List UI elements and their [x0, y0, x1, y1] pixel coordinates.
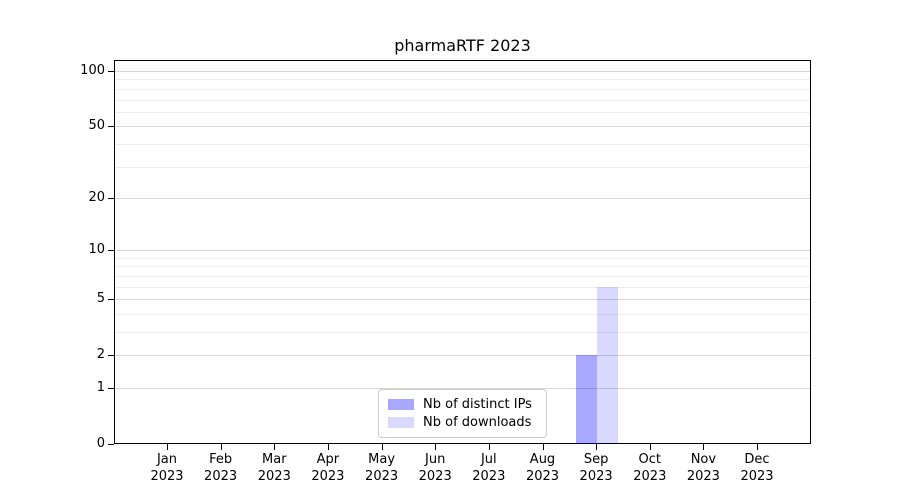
x-tick-label: Jun 2023 — [405, 451, 465, 485]
y-tick-label: 20 — [88, 189, 105, 205]
x-tick-mark — [220, 444, 222, 450]
x-tick-year: 2023 — [472, 469, 506, 484]
y-tick-mark — [108, 71, 114, 72]
x-tick-year: 2023 — [365, 469, 399, 484]
x-tick-month: Jun — [425, 452, 446, 467]
x-tick-label: May 2023 — [352, 451, 412, 485]
x-tick-mark — [167, 444, 168, 450]
x-tick-label: Mar 2023 — [244, 451, 304, 485]
major-gridline — [115, 355, 810, 357]
y-tick-mark — [108, 388, 114, 389]
y-tick-label: 50 — [88, 118, 105, 134]
x-tick-mark — [542, 444, 544, 450]
x-tick-year: 2023 — [311, 469, 345, 484]
y-tick-mark — [108, 126, 114, 128]
x-tick-label: Feb 2023 — [191, 451, 251, 485]
y-tick-label: 1 — [96, 380, 105, 395]
minor-gridline — [115, 275, 810, 277]
major-gridline — [115, 197, 810, 199]
x-tick-year: 2023 — [204, 469, 238, 484]
legend-item: Nb of distinct IPs — [388, 397, 537, 412]
x-tick-year: 2023 — [579, 469, 613, 484]
x-tick-mark — [703, 444, 705, 450]
chart-title: pharmaRTF 2023 — [394, 36, 531, 55]
major-gridline — [115, 299, 810, 301]
x-tick-month: Aug — [529, 452, 556, 467]
x-tick-year: 2023 — [257, 469, 291, 484]
legend-swatch-distinct-ips — [388, 398, 414, 410]
x-tick-mark — [435, 444, 437, 450]
y-tick-label: 100 — [80, 63, 105, 78]
legend-swatch-downloads — [388, 417, 414, 429]
minor-gridline — [115, 332, 810, 333]
x-tick-mark — [649, 444, 651, 450]
x-tick-month: Nov — [690, 452, 717, 467]
minor-gridline — [115, 266, 810, 268]
x-tick-label: Jul 2023 — [459, 451, 519, 485]
plot-area — [114, 60, 811, 444]
legend: Nb of distinct IPs Nb of downloads — [378, 389, 547, 438]
x-tick-label: Sep 2023 — [566, 451, 626, 485]
x-tick-month: Sep — [583, 452, 609, 467]
x-tick-month: Feb — [209, 452, 233, 467]
x-tick-label: Apr 2023 — [298, 451, 358, 485]
minor-gridline — [115, 257, 810, 259]
y-tick-mark — [108, 197, 114, 199]
y-tick-label: 10 — [88, 242, 105, 258]
y-tick-label: 0 — [96, 436, 105, 451]
y-tick-label: 5 — [96, 291, 105, 307]
major-gridline — [115, 126, 810, 128]
x-tick-month: Dec — [744, 452, 770, 467]
x-tick-year: 2023 — [740, 469, 774, 484]
x-tick-mark — [381, 444, 383, 450]
y-tick-mark — [108, 355, 114, 357]
x-tick-month: Jan — [156, 452, 178, 467]
x-tick-mark — [488, 444, 490, 450]
legend-label: Nb of downloads — [423, 415, 532, 431]
x-tick-month: Oct — [638, 452, 662, 467]
major-gridline — [115, 250, 810, 252]
x-tick-mark — [596, 444, 598, 450]
x-tick-mark — [274, 444, 276, 450]
major-gridline — [115, 388, 810, 389]
x-tick-month: May — [368, 452, 396, 467]
minor-gridline — [115, 143, 810, 145]
minor-gridline — [115, 88, 810, 90]
x-tick-label: Nov 2023 — [673, 451, 733, 485]
y-tick-label: 2 — [96, 347, 105, 363]
y-tick-mark — [108, 444, 114, 445]
x-tick-label: Dec 2023 — [727, 451, 787, 485]
x-tick-year: 2023 — [686, 469, 720, 484]
x-tick-month: Mar — [262, 452, 287, 467]
x-tick-month: Apr — [316, 452, 340, 467]
bar-distinct-ips — [575, 355, 598, 444]
minor-gridline — [115, 79, 810, 81]
x-tick-label: Jan 2023 — [137, 451, 197, 485]
x-tick-label: Oct 2023 — [620, 451, 680, 485]
x-tick-year: 2023 — [525, 469, 560, 484]
y-tick-mark — [108, 250, 114, 252]
x-tick-month: Jul — [480, 452, 497, 467]
major-gridline — [115, 71, 810, 72]
legend-item: Nb of downloads — [388, 415, 537, 430]
minor-gridline — [115, 313, 810, 315]
minor-gridline — [115, 111, 810, 113]
minor-gridline — [115, 286, 810, 288]
minor-gridline — [115, 166, 810, 168]
x-tick-mark — [327, 444, 329, 450]
x-tick-year: 2023 — [633, 469, 667, 484]
x-tick-label: Aug 2023 — [513, 451, 573, 485]
minor-gridline — [115, 99, 810, 101]
x-tick-mark — [757, 444, 758, 450]
legend-label: Nb of distinct IPs — [423, 396, 532, 412]
y-tick-mark — [108, 299, 114, 301]
x-tick-year: 2023 — [418, 469, 452, 484]
x-tick-year: 2023 — [150, 469, 184, 484]
bar-downloads — [597, 286, 619, 444]
